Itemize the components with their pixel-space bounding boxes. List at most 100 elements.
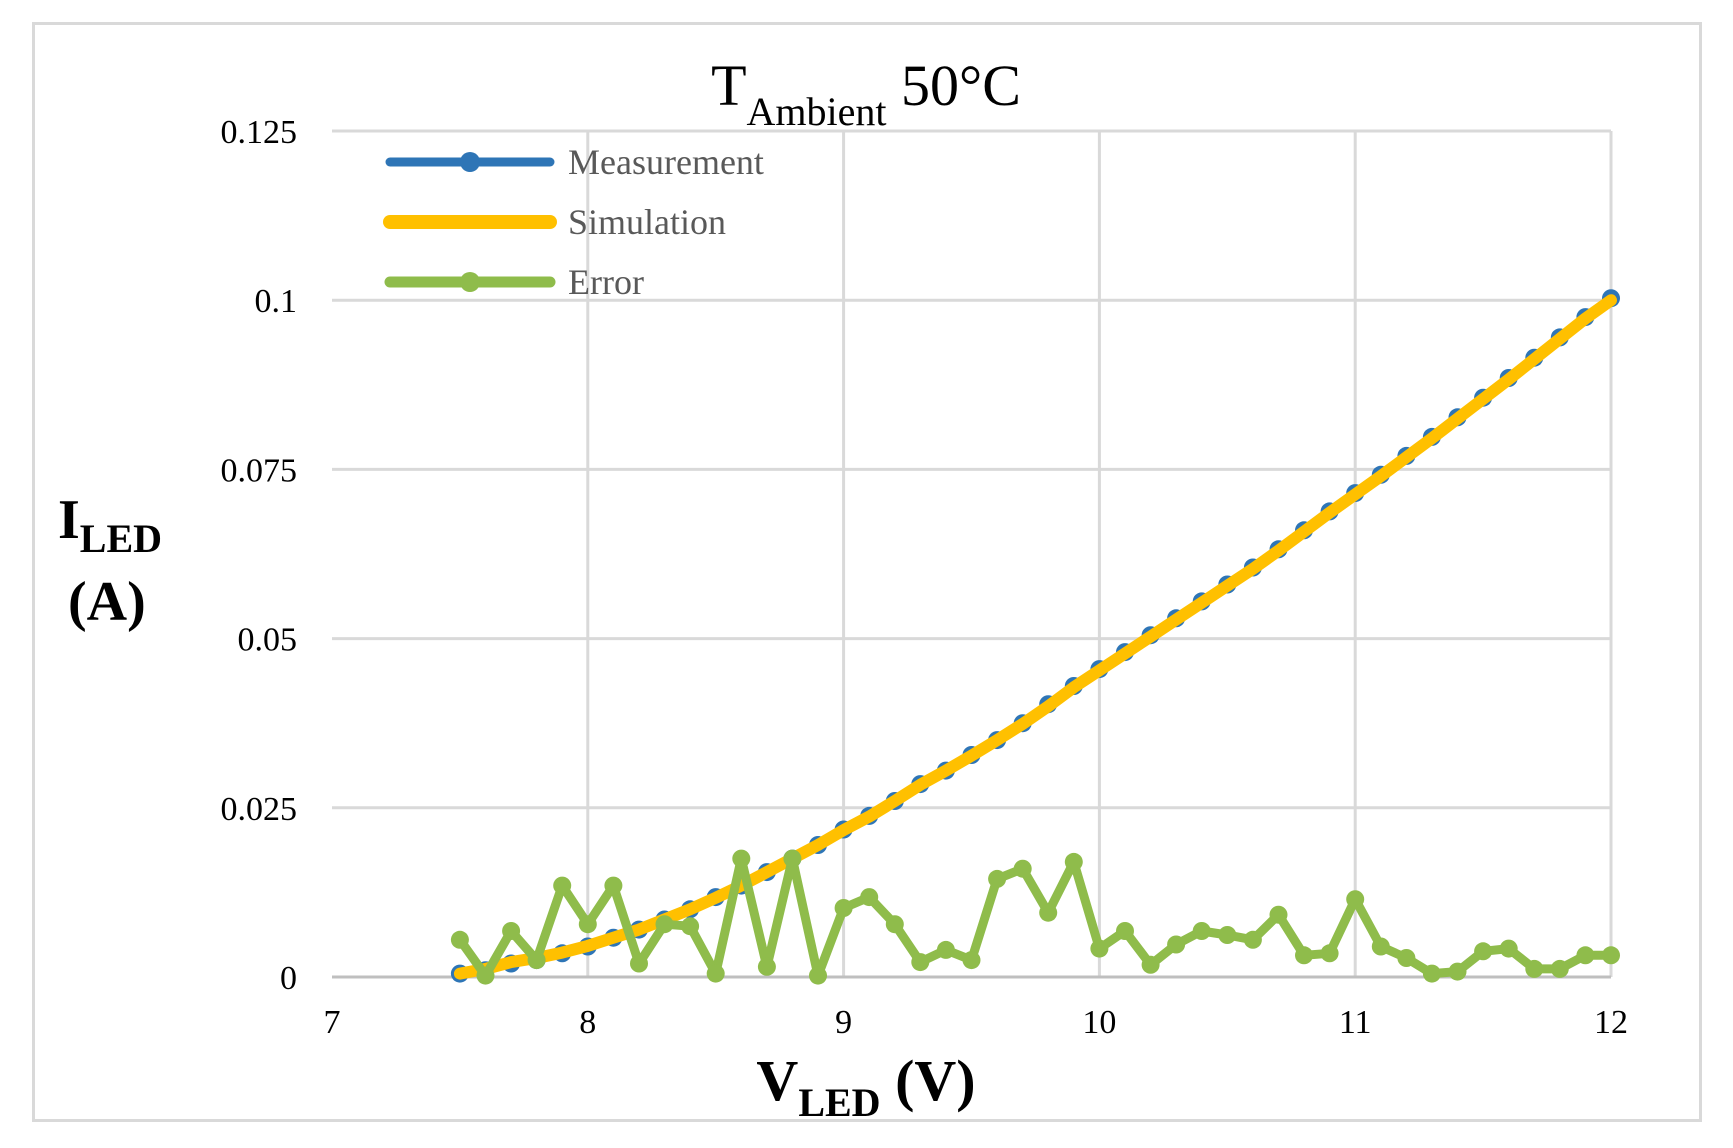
legend-label: Error [568, 262, 644, 302]
data-point-simulation [1299, 526, 1309, 537]
data-point-error [1422, 964, 1441, 983]
data-point-error [988, 869, 1007, 888]
legend-marker [460, 272, 480, 292]
data-point-error [1525, 959, 1544, 978]
data-point-error [1116, 922, 1134, 940]
data-point-error [1243, 930, 1262, 949]
data-point-error [681, 917, 700, 936]
data-point-simulation [1324, 507, 1335, 518]
data-point-error [732, 849, 751, 868]
data-point-simulation [889, 796, 900, 806]
data-point-error [450, 930, 469, 949]
data-point-simulation [582, 940, 593, 951]
data-point-error [911, 953, 930, 972]
data-point-error [885, 915, 904, 934]
data-point-simulation [1068, 682, 1079, 693]
data-point-simulation [1273, 545, 1284, 556]
data-point-error [1269, 905, 1288, 924]
data-point-simulation [1017, 718, 1028, 729]
legend-item-simulation: Simulation [383, 202, 726, 242]
data-point-simulation [1145, 631, 1156, 642]
data-point-simulation [1375, 471, 1386, 482]
data-point-error [860, 888, 879, 907]
series-layer [450, 289, 1620, 985]
data-point-error [1448, 962, 1467, 981]
data-point-simulation [940, 765, 951, 776]
x-tick-label: 9 [835, 1004, 852, 1041]
data-point-error [1576, 946, 1595, 965]
data-point-error [1550, 959, 1569, 978]
data-point-simulation [710, 892, 721, 903]
legend-label: Simulation [568, 202, 726, 242]
data-point-simulation [1580, 313, 1591, 324]
data-point-error [1090, 939, 1109, 958]
data-point-error [604, 876, 623, 895]
series-simulation [453, 294, 1617, 980]
data-point-error [809, 966, 827, 985]
series-measurement [450, 289, 1620, 983]
grid: 0 0.025 0.05 0.075 0.1 0.125 7 8 9 10 11 12 [221, 114, 1629, 1041]
x-tick-label: 7 [324, 1004, 341, 1041]
data-point-error [1371, 937, 1390, 956]
data-point-simulation [966, 750, 977, 761]
data-point-simulation [1426, 433, 1437, 444]
legend-label: Measurement [568, 142, 764, 182]
data-point-error [936, 940, 955, 959]
x-tick-label: 8 [579, 1004, 596, 1041]
data-point-simulation [1554, 333, 1565, 344]
data-point-simulation [838, 825, 849, 836]
data-point-simulation [1222, 580, 1233, 591]
data-point-simulation [608, 932, 619, 943]
x-tick-label: 12 [1594, 1004, 1628, 1041]
y-axis-title-unit: (A) [68, 571, 146, 633]
data-point-error [527, 951, 546, 970]
data-point-error [476, 966, 495, 985]
data-point-simulation [1503, 374, 1514, 385]
data-point-simulation [992, 735, 1003, 746]
data-point-simulation [915, 779, 926, 790]
data-point-simulation [813, 840, 823, 850]
series-line-simulation [453, 294, 1617, 980]
data-point-error [1474, 942, 1493, 961]
legend-marker [460, 152, 480, 172]
y-tick-label: 0.025 [221, 791, 298, 828]
data-point-error [783, 849, 802, 868]
data-point-simulation [1043, 701, 1054, 712]
data-point-error [1218, 926, 1237, 944]
data-point-error [1064, 852, 1083, 871]
data-point-simulation [864, 811, 875, 822]
y-tick-label: 0.075 [221, 452, 298, 489]
data-point-error [655, 915, 674, 934]
chart-title: TAmbient 50°C [711, 53, 1021, 134]
y-tick-label: 0.05 [238, 622, 298, 659]
data-point-error [1499, 939, 1518, 958]
data-point-simulation [1606, 295, 1616, 306]
chart-frame [32, 22, 1702, 1122]
data-point-simulation [634, 924, 644, 935]
x-axis-title: VLED (V) [756, 1048, 975, 1125]
data-point-error [706, 964, 725, 983]
data-point-error [1295, 946, 1313, 965]
data-point-simulation [1478, 394, 1489, 404]
legend-item-error: Error [384, 262, 644, 302]
legend-marker [464, 216, 476, 228]
data-point-simulation [557, 947, 568, 958]
legend-item-measurement: Measurement [385, 142, 764, 182]
y-tick-label: 0 [280, 960, 297, 997]
y-tick-label: 0.1 [255, 283, 298, 320]
x-tick-label: 11 [1339, 1004, 1372, 1041]
y-tick-label: 0.125 [221, 114, 298, 151]
data-point-simulation [1401, 452, 1412, 463]
data-point-error [1039, 903, 1058, 922]
data-point-error [1013, 859, 1032, 878]
data-point-error [1346, 890, 1365, 909]
data-point-error [1167, 935, 1186, 954]
data-point-error [1320, 944, 1339, 963]
data-point-error [502, 922, 521, 940]
data-point-error [578, 915, 597, 934]
data-point-error [1192, 922, 1211, 940]
data-point-simulation [1171, 614, 1182, 625]
data-point-simulation [761, 867, 772, 878]
x-tick-label: 10 [1082, 1004, 1116, 1041]
